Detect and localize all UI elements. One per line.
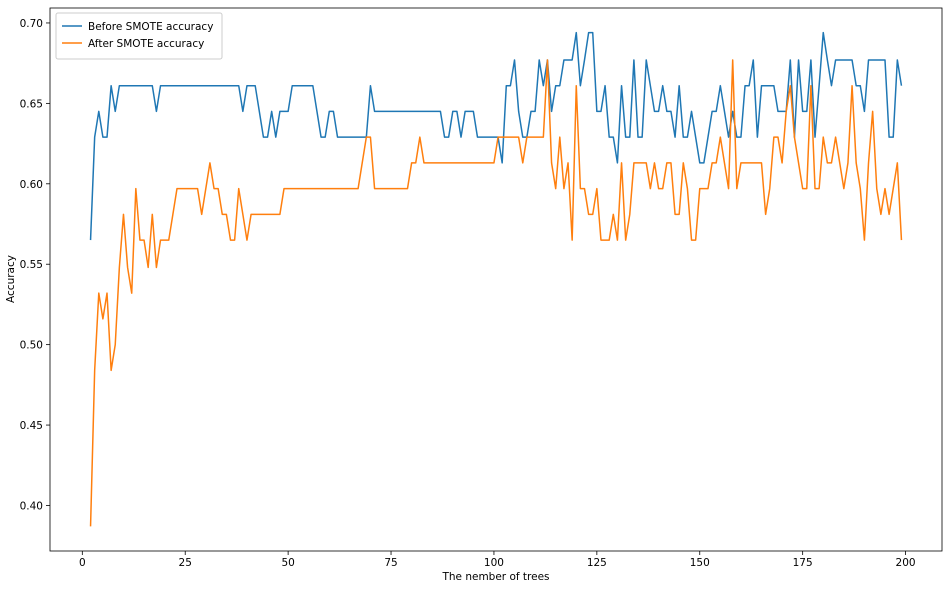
x-tick-label: 100	[484, 557, 504, 569]
y-tick-label: 0.50	[20, 340, 43, 352]
y-axis-label: Accuracy	[5, 255, 17, 303]
legend-box	[55, 12, 223, 60]
y-tick-label: 0.70	[20, 18, 43, 30]
y-tick-label: 0.65	[20, 98, 43, 110]
x-tick-label: 200	[896, 557, 916, 569]
legend-label: After SMOTE accuracy	[88, 38, 204, 50]
legend-label: Before SMOTE accuracy	[88, 21, 213, 33]
x-tick-label: 125	[587, 557, 607, 569]
y-tick-label: 0.55	[20, 259, 43, 271]
x-tick-label: 25	[179, 557, 192, 569]
x-tick-label: 75	[384, 557, 397, 569]
x-tick-label: 0	[79, 557, 86, 569]
data-line	[89, 59, 903, 527]
y-tick-label: 0.40	[20, 500, 43, 512]
y-tick-label: 0.60	[20, 179, 43, 191]
y-tick-label: 0.45	[20, 420, 43, 432]
x-axis-label: The nember of trees	[441, 571, 549, 583]
plot-frame	[49, 7, 943, 552]
data-line	[89, 31, 903, 241]
x-tick-label: 175	[793, 557, 813, 569]
x-tick-label: 150	[690, 557, 710, 569]
x-tick-label: 50	[281, 557, 294, 569]
